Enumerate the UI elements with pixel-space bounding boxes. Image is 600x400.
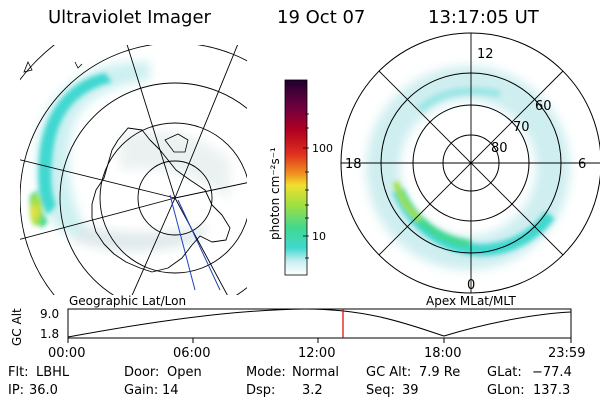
dsp-label: Dsp: <box>246 383 276 398</box>
glat-value: −77.4 <box>532 365 572 380</box>
alt-tick-low: 1.8 <box>40 327 59 341</box>
ip-label: IP: <box>8 383 25 398</box>
mlt-label-12: 12 <box>477 47 494 62</box>
mlt-label-0: 0 <box>467 278 475 293</box>
glat-label: GLat: <box>487 365 522 380</box>
right-panel-caption: Apex MLat/MLT <box>426 294 516 308</box>
mlt-label-6: 6 <box>578 157 586 172</box>
gc-alt-label: GC Alt: <box>366 365 412 380</box>
door-label: Door: <box>124 365 160 380</box>
gain-value: 14 <box>162 383 179 398</box>
mode-value: Normal <box>292 365 340 380</box>
gc-alt-value: 7.9 Re <box>419 365 461 380</box>
filter-label: Flt: <box>8 365 29 380</box>
mlat-label-60: 60 <box>535 99 552 114</box>
time-tick-0000: 00:00 <box>48 346 86 361</box>
left-panel-caption: Geographic Lat/Lon <box>69 294 187 308</box>
alt-axis-label: GC Alt <box>10 308 24 346</box>
colorbar-tick-10: 10 <box>312 230 326 243</box>
magnetic-polar-plot: 12 18 6 0 60 70 80 <box>340 32 600 294</box>
colorbar-unit-label: photon cm⁻²s⁻¹ <box>268 147 282 240</box>
mlt-label-18: 18 <box>345 157 362 172</box>
altitude-strip: 9.0 1.8 GC Alt <box>10 307 572 346</box>
observation-date: 19 Oct 07 <box>277 7 366 28</box>
seq-value: 39 <box>402 383 419 398</box>
dsp-value: 3.2 <box>302 383 323 398</box>
mlat-label-70: 70 <box>513 120 530 135</box>
intensity-colorbar: 100 10 photon cm⁻²s⁻¹ <box>268 79 333 276</box>
door-value: Open <box>167 365 202 380</box>
altitude-curve <box>67 308 572 338</box>
instrument-title: Ultraviolet Imager <box>48 7 211 28</box>
time-tick-1800: 18:00 <box>424 346 462 361</box>
ip-value: 36.0 <box>29 383 58 398</box>
gain-label: Gain: <box>124 383 159 398</box>
seq-label: Seq: <box>366 383 395 398</box>
alt-tick-high: 9.0 <box>40 307 59 321</box>
time-tick-0600: 06:00 <box>173 346 211 361</box>
glon-label: GLon: <box>487 383 525 398</box>
geographic-map <box>20 45 247 295</box>
mode-label: Mode: <box>246 365 286 380</box>
mlat-label-80: 80 <box>491 141 508 156</box>
time-tick-1200: 12:00 <box>298 346 336 361</box>
colorbar-tick-100: 100 <box>312 142 333 155</box>
filter-value: LBHL <box>36 365 70 380</box>
time-tick-2359: 23:59 <box>548 346 586 361</box>
observation-time: 13:17:05 UT <box>428 7 539 28</box>
glon-value: 137.3 <box>533 383 571 398</box>
